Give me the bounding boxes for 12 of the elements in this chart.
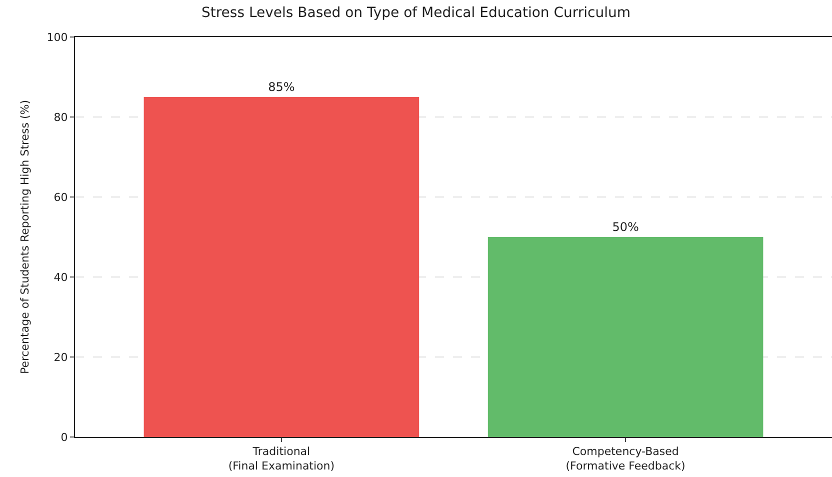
y-tick-label: 100 xyxy=(46,30,68,44)
y-axis-title: Percentage of Students Reporting High Stress (%) xyxy=(18,100,32,374)
y-tick-label: 20 xyxy=(54,350,68,364)
data-label: 50% xyxy=(612,220,639,234)
y-tick-label: 40 xyxy=(54,270,68,284)
x-tick-label: Competency-Based (Formative Feedback) xyxy=(566,445,686,472)
x-tick-label: Traditional (Final Examination) xyxy=(228,445,335,472)
y-tick-label: 80 xyxy=(54,110,68,124)
y-tick-label: 0 xyxy=(60,430,68,444)
chart-title: Stress Levels Based on Type of Medical Education Curriculum xyxy=(201,4,631,21)
y-tick-label: 60 xyxy=(54,190,68,204)
data-label: 85% xyxy=(268,80,295,94)
